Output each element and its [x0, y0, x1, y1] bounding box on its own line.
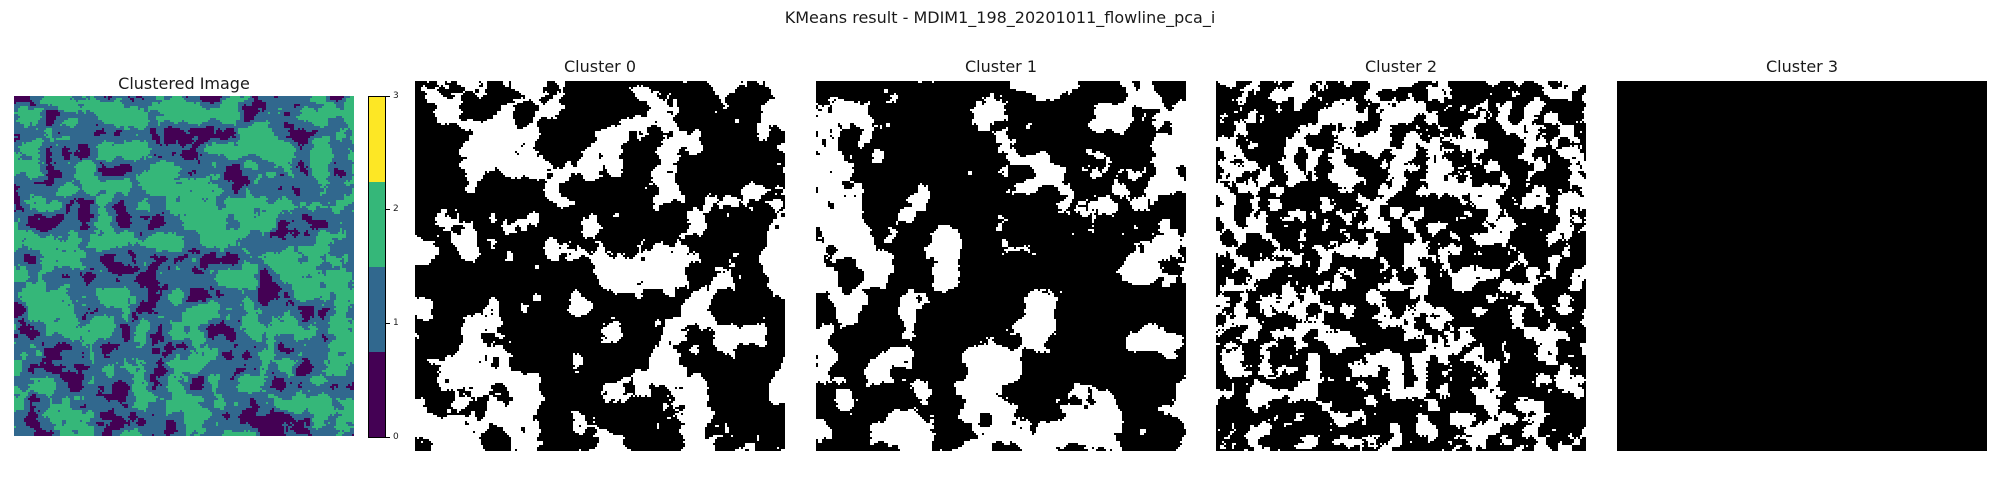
colorbar-band-2	[369, 182, 385, 267]
colorbar-tick-0	[386, 437, 390, 438]
figure-title: KMeans result - MDIM1_198_20201011_flowl…	[784, 8, 1216, 27]
colorbar	[368, 96, 386, 438]
colorbar-label-2: 2	[393, 204, 399, 214]
cluster-3-mask	[1617, 81, 1987, 451]
colorbar-label-0: 0	[393, 432, 399, 442]
colorbar-tick-3	[386, 96, 390, 97]
panel-title-cluster-2: Cluster 2	[1364, 57, 1438, 76]
clustered-image	[14, 96, 354, 436]
cluster-2-mask	[1216, 81, 1586, 451]
panel-title-cluster-1: Cluster 1	[964, 57, 1038, 76]
colorbar-tick-1	[386, 323, 390, 324]
panel-title-cluster-3: Cluster 3	[1765, 57, 1839, 76]
colorbar-band-3	[369, 97, 385, 182]
colorbar-tick-2	[386, 209, 390, 210]
colorbar-label-1: 1	[393, 318, 399, 328]
colorbar-label-3: 3	[393, 91, 399, 101]
cluster-0-mask	[415, 81, 785, 451]
panel-title-clustered-image: Clustered Image	[118, 74, 250, 93]
panel-title-cluster-0: Cluster 0	[563, 57, 637, 76]
cluster-1-mask	[816, 81, 1186, 451]
colorbar-band-1	[369, 267, 385, 352]
colorbar-band-0	[369, 352, 385, 437]
